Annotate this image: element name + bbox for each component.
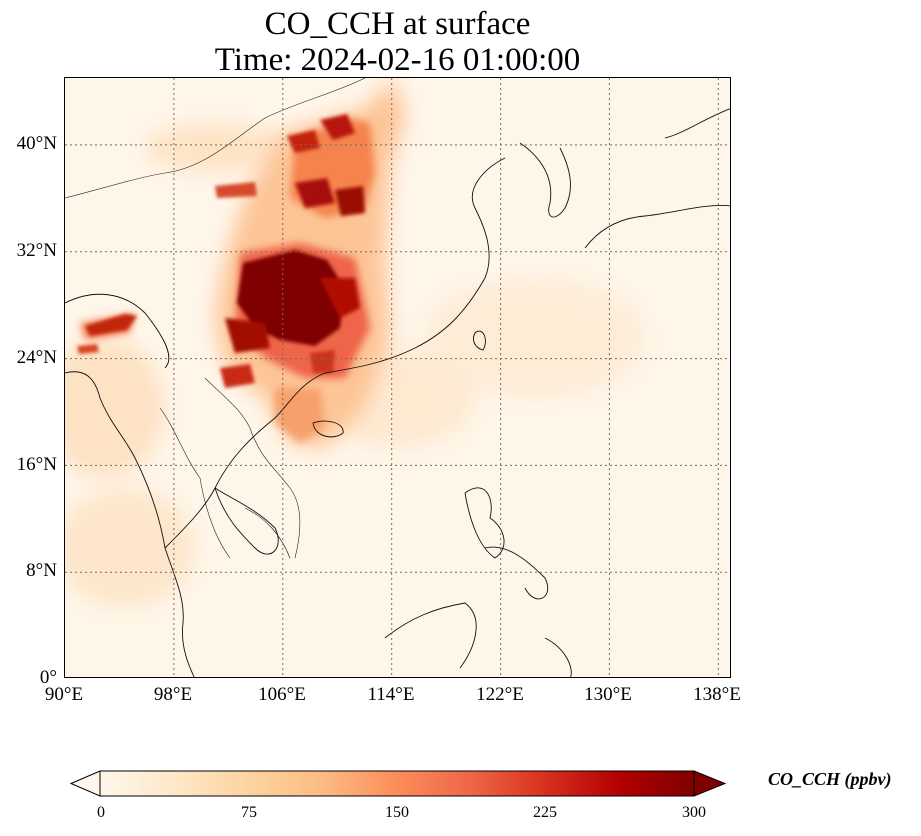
colorbar-tick-label: 300 [682,804,706,821]
colorbar-max-extend [693,770,726,797]
lon-tick-label: 90°E [44,684,84,705]
map-canvas [65,78,730,677]
concentration-field [65,78,645,608]
colorbar-gradient [99,770,695,797]
lon-tick-label: 98°E [153,684,193,705]
lon-tick-label: 114°E [367,684,415,705]
lat-tick-label: 40°N [16,133,57,154]
lat-tick-label: 16°N [16,454,57,475]
country-borders [65,78,366,559]
colorbar-tick-label: 0 [97,804,105,821]
colorbar-title: CO_CCH (ppbv) [768,769,892,789]
lat-tick-label: 32°N [16,240,57,261]
lon-tick-label: 130°E [584,684,632,705]
colorbar-tick-label: 75 [241,804,257,821]
coastlines [65,108,730,677]
colorbar-tick-label: 225 [533,804,557,821]
colorbar [70,770,726,797]
lon-tick-label: 106°E [258,684,306,705]
colorbar-min-extend [70,770,101,797]
colorbar-tick-label: 150 [385,804,409,821]
lat-tick-label: 8°N [26,560,57,581]
map-subtitle-time: Time: 2024-02-16 01:00:00 [214,42,581,78]
map-panel [64,77,731,678]
lon-tick-label: 122°E [476,684,524,705]
map-title: CO_CCH at surface [264,6,531,42]
gridlines [65,78,730,677]
lon-tick-label: 138°E [693,684,741,705]
lat-tick-label: 24°N [16,347,57,368]
lat-tick-label: 0° [39,667,57,688]
